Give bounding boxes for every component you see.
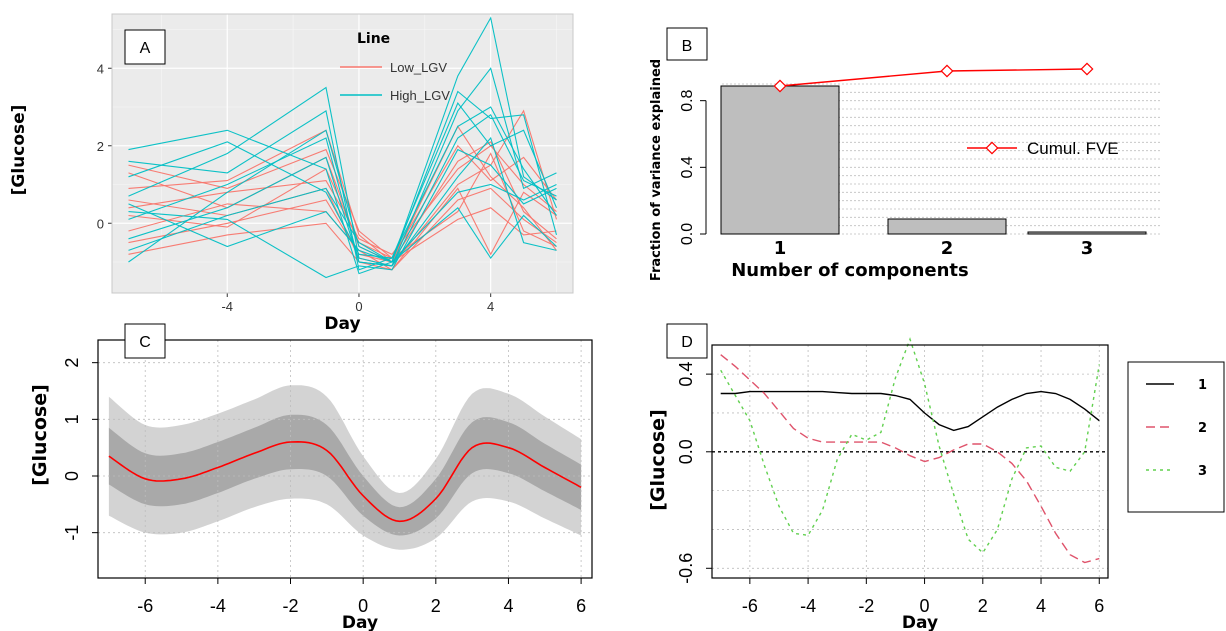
y-tick-label: -1 — [62, 525, 82, 541]
x-axis-title: Day — [324, 314, 360, 334]
panel-label-box — [124, 29, 166, 65]
legend-label: Low_LGV — [390, 60, 447, 75]
series-line-16 — [128, 102, 558, 271]
panel-label-text: C — [139, 334, 151, 351]
panel-label-text: A — [140, 40, 151, 57]
panel-label-box — [666, 27, 708, 61]
panel-c: -6 -4 -2 0 2 4 6 -1 0 1 2 Day [Glucose] C — [29, 323, 593, 631]
legend-key-marker — [985, 141, 999, 155]
legend-label: 1 — [1198, 378, 1207, 393]
panel-d: -6 -4 -2 0 2 4 6 -0.6 0.0 0.4 Day [Glucose] 1 2 3 D — [647, 323, 1225, 631]
cumulative-fve-marker — [940, 64, 954, 78]
x-tick-label: 0 — [920, 596, 930, 616]
panel-label-text: D — [681, 334, 693, 351]
plot-frame — [711, 344, 1109, 579]
plot-frame — [97, 339, 593, 579]
legend-label: 2 — [1198, 421, 1207, 436]
x-tick-label: -6 — [137, 596, 153, 616]
cumulative-fve-line — [779, 68, 1088, 87]
x-axis-title: Day — [342, 613, 378, 631]
x-tick-label: 1 — [774, 238, 787, 259]
series-line-18 — [128, 113, 557, 267]
component-curve-1 — [720, 390, 1100, 432]
y-tick-label: 0.8 — [679, 89, 696, 111]
panel-label-box — [666, 323, 708, 359]
inner-confidence-band — [108, 414, 582, 536]
bar-1 — [720, 85, 840, 235]
x-axis-title: Day — [902, 613, 938, 631]
legend-title: Line — [357, 31, 390, 47]
x-tick-label: 4 — [1036, 596, 1046, 616]
y-tick-label: 0 — [62, 471, 82, 481]
component-curve-2 — [720, 354, 1100, 564]
legend-label: 3 — [1198, 464, 1207, 479]
legend-box — [1127, 361, 1225, 513]
bar-3 — [1027, 231, 1147, 235]
bar-2 — [887, 218, 1007, 235]
y-tick-label: 0.4 — [679, 156, 696, 178]
series-line-17 — [128, 187, 557, 263]
y-axis-title: [Glucose] — [9, 105, 29, 196]
component-curve-3 — [720, 337, 1100, 554]
x-tick-label: 6 — [576, 596, 586, 616]
x-tick-label: -2 — [283, 596, 299, 616]
legend-label: High_LGV — [390, 88, 450, 103]
y-tick-label: 0.0 — [676, 439, 696, 464]
x-tick-label: 4 — [487, 299, 494, 314]
plot-background — [112, 14, 573, 293]
x-tick-label: 6 — [1094, 596, 1104, 616]
x-tick-label: 2 — [941, 238, 954, 259]
x-tick-label: 0 — [355, 299, 362, 314]
x-tick-label: -4 — [221, 299, 233, 314]
x-tick-label: 4 — [503, 596, 513, 616]
cumulative-fve-marker — [773, 79, 787, 93]
x-tick-label: 2 — [978, 596, 988, 616]
series-line-6 — [128, 145, 557, 255]
y-axis-title: [Glucose] — [29, 384, 51, 486]
panel-label-box — [124, 323, 166, 359]
y-tick-label: 2 — [97, 139, 104, 154]
y-tick-label: 4 — [97, 61, 104, 76]
x-tick-label: 2 — [431, 596, 441, 616]
plot-frame — [111, 13, 574, 294]
y-tick-label: 0.0 — [679, 223, 696, 245]
y-axis-title: Fraction of variance explained — [649, 59, 664, 281]
y-tick-label: 0.4 — [676, 362, 696, 387]
y-axis-title: [Glucose] — [647, 409, 669, 511]
y-tick-label: -0.6 — [676, 553, 696, 584]
x-axis-title: Number of components — [731, 260, 969, 281]
x-tick-label: -4 — [210, 596, 226, 616]
y-tick-label: 0 — [97, 216, 104, 231]
cumulative-fve-marker — [1080, 62, 1094, 76]
y-tick-label: 2 — [62, 358, 82, 368]
x-tick-label: 0 — [358, 596, 368, 616]
panel-b: 1 2 3 0.0 0.4 0.8 Number of components Fraction… — [649, 27, 1160, 281]
x-tick-label: 3 — [1081, 238, 1094, 259]
x-tick-label: -2 — [858, 596, 874, 616]
series-line-12 — [128, 148, 557, 279]
x-tick-label: -4 — [800, 596, 816, 616]
legend-label: Cumul. FVE — [1027, 139, 1119, 158]
y-tick-label: 1 — [62, 414, 82, 424]
x-tick-label: -6 — [742, 596, 758, 616]
mean-curve — [108, 440, 582, 523]
panel-label-text: B — [682, 38, 693, 55]
